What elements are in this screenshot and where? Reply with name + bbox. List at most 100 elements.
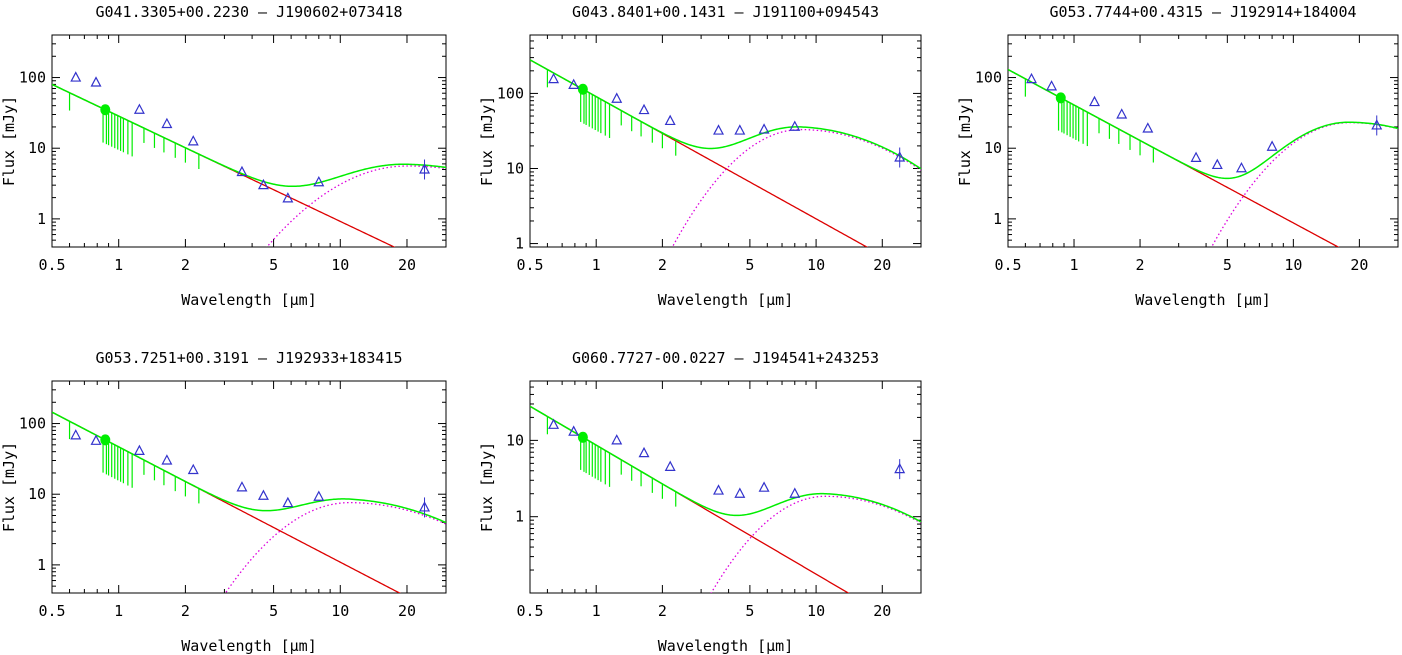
total-model-line [530, 405, 921, 523]
data-point [734, 124, 746, 135]
x-tick-label: 1 [114, 256, 123, 274]
total-model-line [530, 59, 921, 170]
data-point [236, 481, 248, 492]
spectral-blob [100, 434, 111, 446]
x-tick-label: 1 [1070, 256, 1079, 274]
model-curves [52, 411, 446, 593]
plot-frame [51, 380, 447, 594]
data-point [70, 429, 82, 440]
x-tick-label: 10 [331, 602, 349, 620]
x-axis-label: Wavelength [μm] [658, 637, 793, 655]
y-tick-label: 1 [515, 235, 524, 253]
x-tick-label: 0.5 [38, 256, 65, 274]
y-axis-label: Flux [mJy] [0, 96, 18, 186]
data-point [638, 103, 650, 115]
data-point [161, 117, 173, 129]
data-point [1116, 108, 1128, 119]
x-tick-label: 0.5 [516, 602, 543, 620]
observed-points [70, 429, 431, 518]
disk-excess-line [710, 495, 921, 593]
y-tick-label: 1 [515, 508, 524, 526]
y-axis-label: Flux [mJy] [0, 442, 18, 532]
x-axis-label: Wavelength [μm] [181, 637, 316, 655]
data-point [236, 165, 248, 177]
x-axis-label: Wavelength [μm] [181, 291, 316, 309]
y-tick-label: 10 [506, 431, 524, 449]
y-tick-label: 10 [28, 139, 46, 157]
data-point [90, 434, 102, 445]
x-tick-label: 20 [873, 256, 891, 274]
data-point [548, 72, 560, 84]
y-tick-label: 100 [497, 84, 524, 102]
data-point [758, 481, 770, 492]
data-point [282, 192, 294, 203]
disk-excess-line [1210, 122, 1398, 247]
data-point [1089, 95, 1101, 107]
x-tick-label: 5 [745, 256, 754, 274]
panel-title: G041.3305+00.2230 – J190602+073418 [95, 3, 402, 21]
sed-panels: G041.3305+00.2230 – J190602+073418 0.5 1 2 5… [0, 3, 1399, 655]
model-curves [52, 83, 446, 247]
data-point [90, 76, 102, 87]
data-point [1026, 72, 1038, 84]
data-point [568, 78, 580, 89]
y-axis-label: Flux [mJy] [478, 96, 496, 186]
model-curves [1008, 68, 1398, 247]
spectral-blob [577, 431, 588, 443]
y-tick-label: 100 [975, 69, 1002, 87]
data-point [734, 487, 746, 498]
data-point [638, 446, 650, 458]
data-point [611, 92, 623, 103]
x-axis-label: Wavelength [μm] [658, 291, 793, 309]
x-tick-label: 20 [1350, 256, 1368, 274]
data-point [1046, 80, 1058, 91]
data-point [713, 124, 725, 135]
data-point [664, 460, 676, 471]
x-tick-label: 5 [1223, 256, 1232, 274]
plot-frame [529, 380, 922, 594]
data-point [1190, 151, 1202, 162]
panel-title: G060.7727-00.0227 – J194541+243253 [572, 349, 879, 367]
y-tick-label: 10 [984, 139, 1002, 157]
x-tick-label: 20 [398, 256, 416, 274]
data-point [568, 425, 580, 436]
x-tick-label: 2 [658, 602, 667, 620]
disk-excess-line [224, 501, 446, 593]
plot-frame [51, 34, 447, 248]
y-tick-label: 100 [19, 69, 46, 87]
y-tick-label: 1 [993, 210, 1002, 228]
plot-frame [529, 34, 922, 248]
sed-panel-1: G041.3305+00.2230 – J190602+073418 0.5 1 2 5… [0, 3, 447, 309]
data-point [313, 175, 325, 187]
sed-panel-3: G053.7744+00.4315 – J192914+184004 0.5 1 2 5… [956, 3, 1399, 309]
x-tick-label: 10 [331, 256, 349, 274]
observed-points [1026, 72, 1383, 173]
x-tick-label: 5 [269, 602, 278, 620]
x-tick-label: 0.5 [38, 602, 65, 620]
data-point [257, 178, 269, 190]
data-point [789, 120, 801, 131]
x-tick-label: 2 [1136, 256, 1145, 274]
panel-title: G043.8401+00.1431 – J191100+094543 [572, 3, 879, 21]
x-tick-label: 5 [269, 256, 278, 274]
data-point [789, 487, 801, 498]
data-point [1266, 140, 1278, 151]
x-tick-label: 1 [592, 256, 601, 274]
x-tick-label: 10 [807, 602, 825, 620]
sed-panel-5: G060.7727-00.0227 – J194541+243253 0.5 1 2 5… [478, 349, 922, 655]
y-tick-label: 1 [37, 210, 46, 228]
y-axis-label: Flux [mJy] [478, 442, 496, 532]
data-point [282, 496, 294, 508]
total-model-line [52, 411, 446, 524]
total-model-line [52, 83, 446, 188]
plot-frame [1007, 34, 1399, 248]
x-tick-label: 1 [114, 602, 123, 620]
data-point [257, 489, 269, 500]
data-point [758, 123, 770, 134]
x-tick-label: 2 [181, 602, 190, 620]
data-point [611, 434, 623, 445]
x-tick-label: 20 [398, 602, 416, 620]
sed-panel-4: G053.7251+00.3191 – J192933+183415 0.5 1 2 5… [0, 349, 447, 655]
data-point [133, 103, 145, 114]
y-tick-label: 1 [37, 556, 46, 574]
